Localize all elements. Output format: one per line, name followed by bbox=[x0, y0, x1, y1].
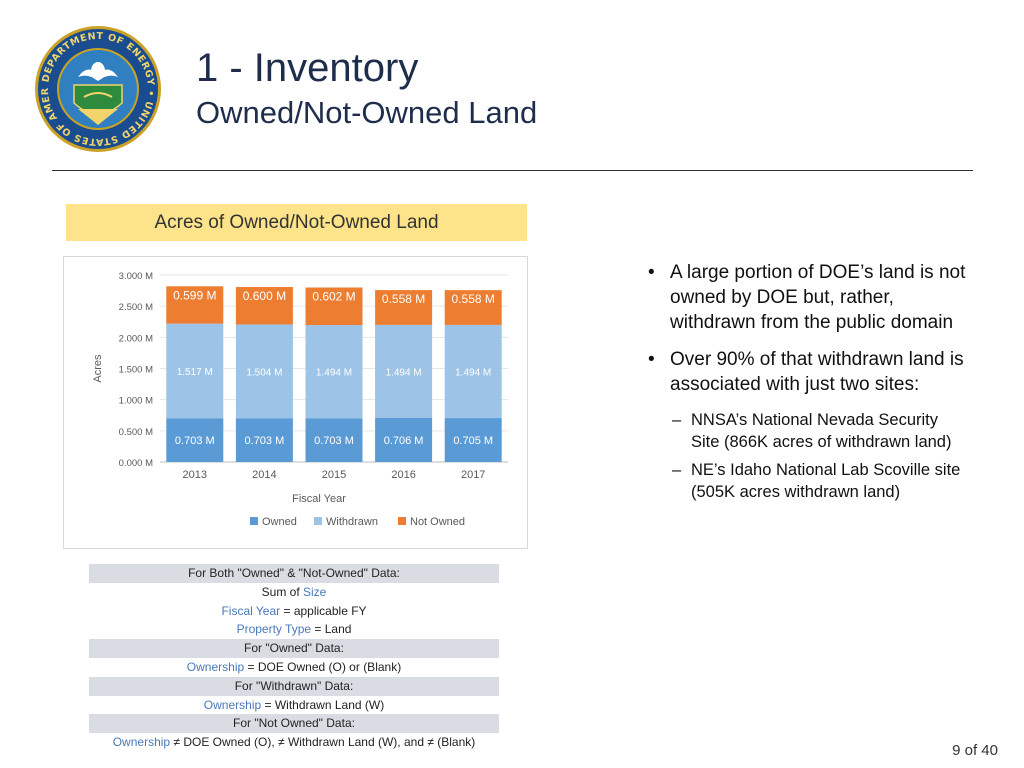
filter-header-withdrawn: For "Withdrawn" Data: bbox=[89, 676, 499, 696]
y-tick-label: 0.000 M bbox=[119, 458, 153, 469]
bar-not-owned-2014 bbox=[235, 287, 293, 325]
data-label: 0.703 M bbox=[175, 435, 215, 447]
legend-swatch-owned bbox=[250, 517, 258, 525]
legend-label: Owned bbox=[262, 516, 297, 528]
bar-not-owned-2016 bbox=[375, 290, 433, 325]
page-number: 9 of 40 bbox=[952, 742, 998, 759]
x-tick-label: 2013 bbox=[183, 469, 207, 481]
filter-row-not-owned: Ownership ≠ DOE Owned (O), ≠ Withdrawn L… bbox=[89, 733, 499, 752]
data-label: 1.494 M bbox=[455, 367, 491, 378]
y-axis-label: Acres bbox=[92, 354, 104, 383]
bar-not-owned-2015 bbox=[305, 287, 363, 326]
filter-criteria-table: For Both "Owned" & "Not-Owned" Data: Sum… bbox=[89, 564, 499, 752]
filter-header-not-owned: For "Not Owned" Data: bbox=[89, 714, 499, 734]
data-label: 0.705 M bbox=[453, 435, 493, 447]
filter-row-fiscal-year: Fiscal Year = applicable FY bbox=[89, 602, 499, 621]
bar-withdrawn-2015 bbox=[305, 325, 363, 419]
filter-field-ownership: Ownership bbox=[112, 735, 171, 750]
data-label: 0.703 M bbox=[245, 435, 285, 447]
filter-header-both: For Both "Owned" & "Not-Owned" Data: bbox=[89, 564, 499, 583]
data-label: 0.600 M bbox=[243, 289, 286, 303]
bullet-1: A large portion of DOE’s land is not own… bbox=[646, 260, 966, 335]
bar-withdrawn-2016 bbox=[375, 324, 433, 418]
sub-bullet-2: NE’s Idaho National Lab Scoville site (5… bbox=[646, 459, 966, 503]
data-label: 0.599 M bbox=[173, 288, 216, 302]
filter-row-withdrawn: Ownership = Withdrawn Land (W) bbox=[89, 696, 499, 715]
x-tick-label: 2014 bbox=[252, 469, 276, 481]
filter-withdrawn-value: = Withdrawn Land (W) bbox=[261, 697, 385, 712]
data-label: 1.494 M bbox=[316, 368, 352, 379]
y-tick-label: 2.000 M bbox=[119, 333, 153, 344]
page-subtitle: Owned/Not-Owned Land bbox=[196, 95, 538, 130]
data-label: 0.602 M bbox=[312, 290, 355, 304]
filter-field-fiscal-year: Fiscal Year bbox=[221, 603, 281, 618]
filter-field-ownership: Ownership bbox=[203, 697, 262, 712]
bar-owned-2013 bbox=[166, 418, 224, 462]
filter-header-owned: For "Owned" Data: bbox=[89, 639, 499, 658]
bullet-list: A large portion of DOE’s land is not own… bbox=[646, 260, 966, 509]
filter-pt-value: = Land bbox=[311, 622, 352, 637]
bar-owned-2016 bbox=[375, 417, 433, 462]
legend-label: Withdrawn bbox=[326, 516, 378, 528]
bar-not-owned-2017 bbox=[444, 290, 502, 325]
legend-swatch-withdrawn bbox=[314, 517, 322, 525]
y-tick-label: 1.500 M bbox=[119, 365, 153, 376]
bar-owned-2015 bbox=[305, 418, 363, 462]
x-tick-label: 2017 bbox=[461, 469, 485, 481]
bar-not-owned-2013 bbox=[166, 286, 224, 324]
filter-field-ownership: Ownership bbox=[186, 659, 245, 674]
filter-row-owned: Ownership = DOE Owned (O) or (Blank) bbox=[89, 658, 499, 677]
legend-swatch-not-owned bbox=[398, 517, 406, 525]
chart-svg: 0.000 M 0.500 M 1.000 M 1.500 M 2.000 M 2.500… bbox=[92, 271, 508, 528]
doe-seal-logo: DEPARTMENT OF ENERGY • UNITED STATES OF … bbox=[34, 25, 161, 152]
y-tick-label: 2.500 M bbox=[119, 302, 153, 313]
sub-bullet-1: NNSA’s National Nevada Security Site (86… bbox=[646, 409, 966, 453]
y-tick-label: 3.000 M bbox=[119, 271, 153, 282]
x-axis-label: Fiscal Year bbox=[292, 493, 346, 505]
x-tick-label: 2016 bbox=[391, 469, 415, 481]
data-label: 0.558 M bbox=[452, 292, 495, 306]
filter-not-owned-value: ≠ DOE Owned (O), ≠ Withdrawn Land (W), a… bbox=[170, 735, 476, 750]
stacked-bar-chart: 0.000 M 0.500 M 1.000 M 1.500 M 2.000 M 2.500… bbox=[63, 256, 528, 549]
filter-row-sum: Sum of Size bbox=[89, 583, 499, 602]
y-tick-label: 0.500 M bbox=[119, 427, 153, 438]
filter-owned-value: = DOE Owned (O) or (Blank) bbox=[244, 659, 402, 674]
bar-owned-2014 bbox=[235, 418, 293, 462]
legend-label: Not Owned bbox=[410, 516, 465, 528]
bar-owned-2017 bbox=[444, 418, 502, 462]
filter-field-property-type: Property Type bbox=[236, 622, 312, 637]
data-label: 1.517 M bbox=[177, 367, 213, 378]
data-label: 1.494 M bbox=[386, 367, 422, 378]
data-label: 0.558 M bbox=[382, 292, 425, 306]
y-tick-label: 1.000 M bbox=[119, 396, 153, 407]
bullet-2: Over 90% of that withdrawn land is assoc… bbox=[646, 347, 966, 397]
bar-withdrawn-2013 bbox=[166, 323, 224, 419]
filter-row-property-type: Property Type = Land bbox=[89, 620, 499, 639]
filter-sum-prefix: Sum of bbox=[261, 584, 303, 599]
data-label: 0.703 M bbox=[314, 435, 354, 447]
bar-withdrawn-2017 bbox=[444, 324, 502, 419]
data-label: 1.504 M bbox=[246, 367, 282, 378]
bar-withdrawn-2014 bbox=[235, 324, 293, 419]
filter-fy-value: = applicable FY bbox=[280, 603, 367, 618]
filter-field-size: Size bbox=[303, 584, 327, 599]
header-divider bbox=[52, 170, 973, 171]
x-tick-label: 2015 bbox=[322, 469, 346, 481]
data-label: 0.706 M bbox=[384, 435, 424, 447]
chart-panel-title: Acres of Owned/Not-Owned Land bbox=[66, 204, 527, 241]
page-title: 1 - Inventory bbox=[196, 46, 419, 90]
